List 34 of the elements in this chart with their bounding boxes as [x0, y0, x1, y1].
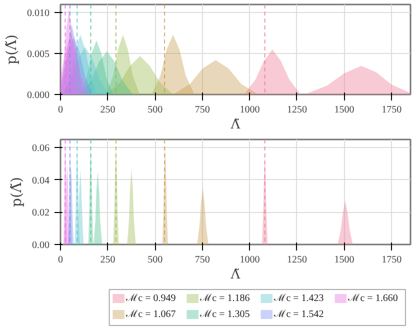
legend-label: ℳc = 0.949: [125, 293, 176, 304]
x-tick-label: 1500: [334, 254, 354, 266]
x-tick-label: 1250: [286, 104, 307, 116]
x-tick-label: 750: [194, 254, 210, 266]
legend-label: ℳc = 1.067: [125, 309, 176, 320]
y-axis-title: p(Λ̃): [4, 34, 20, 64]
y-tick-label: 0.000: [27, 90, 50, 101]
x-tick-label: 250: [100, 254, 116, 266]
x-tick-label: 500: [148, 254, 163, 266]
x-tick-label: 0: [58, 104, 63, 116]
legend-label: ℳc = 1.423: [273, 293, 324, 304]
x-tick-label: 1750: [382, 254, 402, 266]
x-tick-label: 250: [100, 104, 116, 116]
x-tick-label: 1000: [240, 104, 260, 116]
x-axis-title: Λ̃: [230, 268, 241, 282]
x-axis-title: Λ̃: [230, 118, 241, 132]
x-tick-label: 1750: [382, 104, 402, 116]
y-tick-label: 0.010: [27, 8, 50, 20]
legend-label: ℳc = 1.186: [199, 293, 250, 304]
y-tick-label: 0.02: [32, 208, 50, 219]
legend-label: ℳc = 1.305: [199, 309, 250, 320]
x-tick-label: 0: [58, 254, 63, 266]
x-tick-label: 1000: [240, 254, 260, 266]
legend-label: ℳc = 1.660: [347, 293, 398, 304]
y-tick-label: 0.005: [27, 49, 50, 60]
x-tick-label: 1500: [334, 104, 354, 116]
y-axis-title: p(Λ̃): [9, 177, 25, 207]
x-tick-label: 1250: [286, 254, 307, 266]
y-tick-label: 0.04: [32, 175, 50, 186]
x-tick-label: 750: [194, 104, 210, 116]
y-tick-label: 0.00: [32, 240, 50, 251]
x-tick-label: 500: [148, 104, 163, 116]
y-tick-label: 0.06: [32, 143, 50, 154]
legend-label: ℳc = 1.542: [273, 309, 324, 320]
